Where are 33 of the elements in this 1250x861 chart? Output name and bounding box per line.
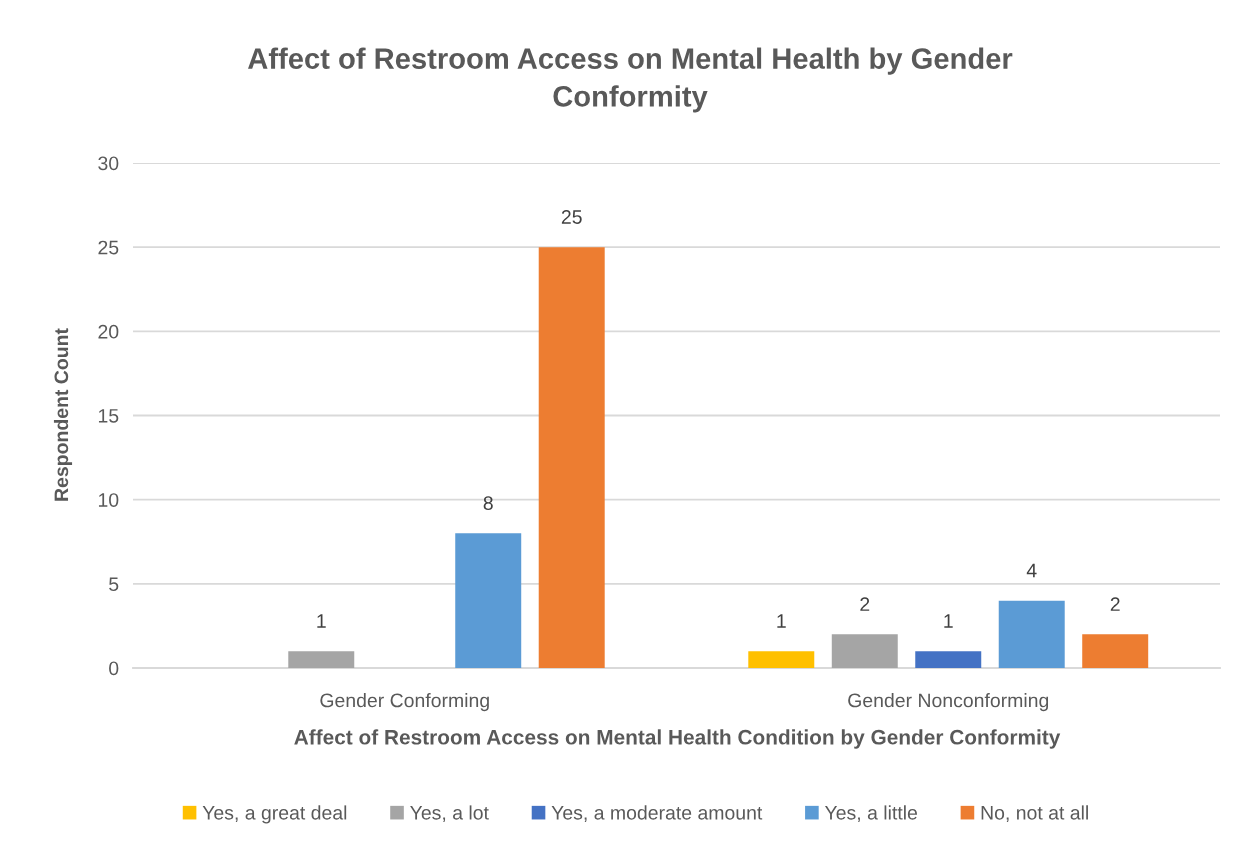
y-tick-label: 25 [98, 240, 119, 255]
bar [455, 533, 522, 668]
data-label: 4 [1026, 563, 1037, 578]
legend-label: No, not at all [981, 805, 1088, 822]
x-tick-label: Gender Nonconforming [848, 693, 1049, 712]
data-label: 25 [561, 210, 582, 224]
legend-label: Yes, a moderate amount [551, 805, 763, 822]
bar [998, 600, 1065, 668]
chart-title: Affect of Restroom Access on Mental Health by Gender Conformity [248, 47, 1013, 113]
data-label: 1 [777, 614, 786, 628]
y-tick-label: 15 [98, 409, 119, 423]
y-tick-label: 0 [109, 661, 119, 676]
data-label: 8 [483, 496, 493, 511]
data-label: 1 [944, 614, 953, 628]
x-tick-label: Gender Conforming [320, 693, 489, 712]
legend-label: Yes, a little [824, 805, 917, 822]
legend-label: Yes, a lot [410, 805, 489, 822]
legend-label: Yes, a great deal [202, 805, 347, 824]
y-axis-title: Respondent Count [53, 328, 73, 501]
bar [288, 651, 355, 668]
y-tick-label: 20 [98, 324, 119, 339]
bar [915, 651, 982, 668]
data-label: 2 [860, 597, 870, 611]
data-label: 2 [1110, 597, 1120, 611]
y-tick-label: 5 [109, 577, 119, 592]
y-tick-label: 30 [98, 156, 119, 171]
x-axis-title: Affect of Restroom Access on Mental Health Condition by Gender Conformity [294, 729, 1061, 749]
bar [538, 247, 605, 668]
bar [1082, 634, 1149, 668]
bar [748, 651, 815, 668]
data-label: 1 [317, 614, 326, 628]
bar [831, 634, 898, 668]
y-tick-label: 10 [98, 493, 119, 507]
